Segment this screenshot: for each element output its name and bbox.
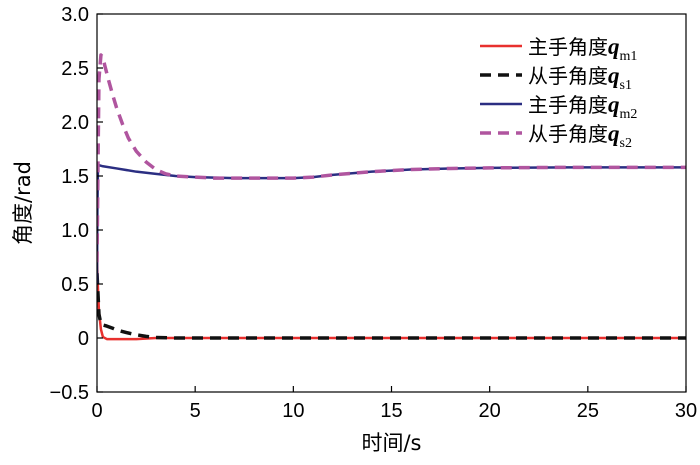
legend-entry-m1: 主手角度qm1 (528, 34, 637, 64)
y-axis-title: 角度/rad (11, 161, 35, 245)
legend-label: 从手角度 (528, 122, 608, 146)
y-tick-label: 1.5 (61, 166, 89, 188)
legend-entry-m2: 主手角度qm2 (528, 92, 637, 122)
x-axis-title: 时间/s (361, 431, 421, 455)
x-tick-label: 15 (380, 400, 402, 422)
y-tick-label: 0.5 (61, 274, 89, 296)
x-tick-label: 0 (91, 400, 102, 422)
legend-subscript: m2 (620, 107, 638, 122)
legend-entry-s1: 从手角度qs1 (528, 63, 632, 93)
legend-variable: q (608, 63, 620, 88)
legend-variable: q (608, 34, 620, 59)
y-tick-label: 1.0 (61, 220, 89, 242)
y-tick-label: −0.5 (50, 382, 89, 404)
legend-label: 从手角度 (528, 64, 608, 88)
y-tick-label: 3.0 (61, 4, 89, 26)
x-tick-label: 5 (190, 400, 201, 422)
x-tick-label: 20 (479, 400, 501, 422)
legend-subscript: s1 (620, 78, 632, 93)
legend-variable: q (608, 121, 620, 146)
series-line-s2 (97, 53, 686, 263)
x-tick-label: 30 (675, 400, 697, 422)
legend-subscript: s2 (620, 136, 632, 151)
series-line-m1 (97, 262, 686, 341)
series-lines (97, 53, 686, 341)
legend-subscript: m1 (620, 49, 638, 64)
legend-variable: q (608, 92, 620, 117)
y-tick-label: 2.0 (61, 112, 89, 134)
x-tick-label: 25 (577, 400, 599, 422)
series-line-s1 (97, 273, 686, 340)
y-tick-label: 0 (78, 328, 89, 350)
y-tick-label: 2.5 (61, 58, 89, 80)
series-line-m2 (97, 163, 686, 285)
legend-label: 主手角度 (528, 35, 608, 59)
legend-entry-s2: 从手角度qs2 (528, 121, 632, 151)
x-tick-label: 10 (282, 400, 304, 422)
axis-ticks: 0 5 10 15 20 25 30−0.500.51.01.52.02.53.0 (50, 4, 698, 422)
legend-label: 主手角度 (528, 93, 608, 117)
